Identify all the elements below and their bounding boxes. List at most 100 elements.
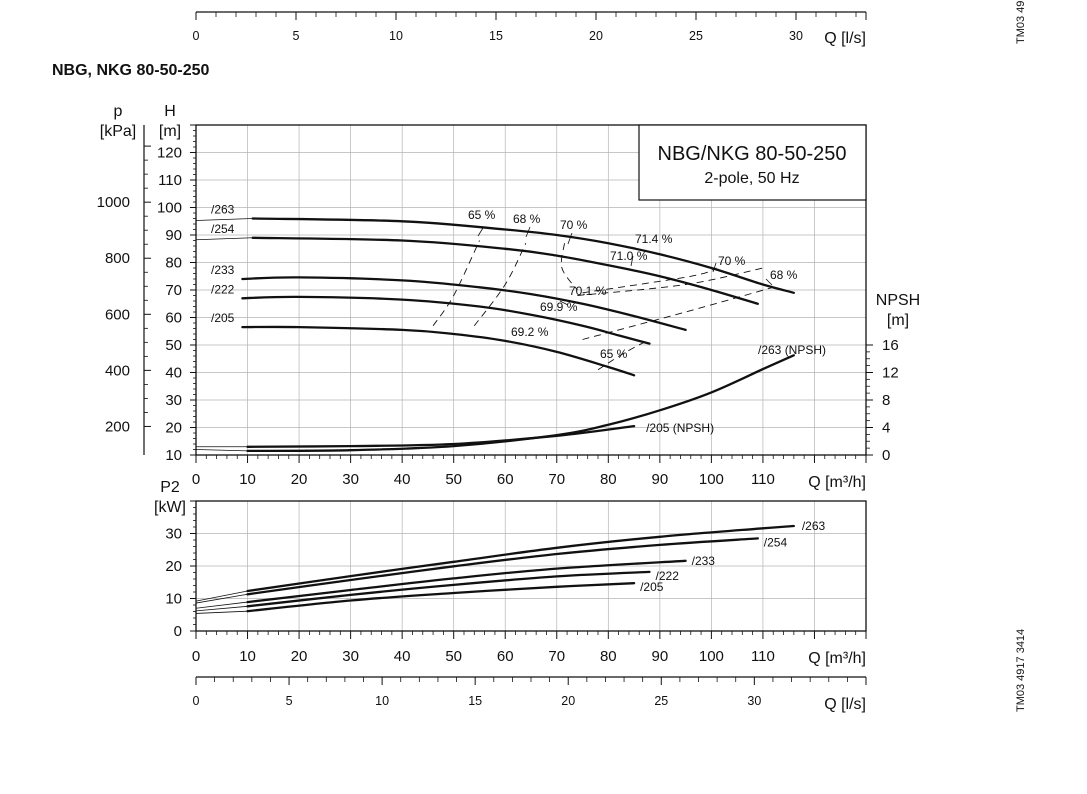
power-x-tick-label: 30	[342, 648, 359, 665]
power-curve-222	[246, 570, 651, 608]
efficiency-label: 68 %	[770, 268, 798, 282]
power-curve-205	[246, 582, 636, 613]
efficiency-label: 70 %	[560, 218, 588, 232]
flow-scale-tick-label: 25	[689, 29, 703, 43]
flow-scale-tick-label: 15	[468, 694, 482, 708]
top-flow-scale: 0 5 10 15 20 25 30 Q [l/s]	[193, 11, 867, 47]
npsh-tick-label: 4	[882, 420, 890, 437]
bottom-flow-scale: 0 5 10 15 20 25 30 Q [l/s]	[193, 676, 867, 713]
efficiency-label: 68 %	[513, 212, 541, 226]
power-curve-lead-in	[195, 601, 248, 609]
kpa-tick-label: 200	[105, 418, 130, 435]
legend-box-title: NBG/NKG 80-50-250	[658, 143, 847, 165]
head-curve-label: /222	[211, 282, 235, 296]
power-x-tick-label: 20	[291, 648, 308, 665]
power-x-tick-label: 80	[600, 648, 617, 665]
drawing-code-bottom: TM03 4917 3414	[1015, 629, 1027, 712]
power-curve-lead-in	[195, 590, 248, 602]
power-x-tick-label: 40	[394, 648, 411, 665]
head-chart-curves: /263/254/233/222/205/263 (NPSH) /205 (NPS…	[195, 203, 826, 453]
power-y-tick-label: 20	[165, 558, 182, 575]
power-x-tick-label: 10	[239, 648, 256, 665]
efficiency-marker	[630, 255, 634, 267]
flow-scale-tick-label: 15	[489, 29, 503, 43]
power-curve-label: /254	[764, 535, 788, 549]
flow-scale-axis-label: Q [l/s]	[824, 30, 866, 47]
efficiency-iso-line	[473, 243, 527, 327]
flow-scale-tick-label: 20	[589, 29, 603, 43]
legend-box: NBG/NKG 80-50-250 2-pole, 50 Hz	[638, 124, 867, 201]
head-x-tick-label: 20	[291, 471, 308, 488]
efficiency-marker	[525, 226, 531, 238]
head-x-tick-label: 90	[652, 471, 669, 488]
efficiency-iso-line	[560, 243, 578, 291]
head-x-tick-label: 50	[445, 471, 462, 488]
power-x-tick-label: 70	[548, 648, 565, 665]
power-curve-lead-in	[195, 605, 248, 612]
head-y-tick-label: 50	[165, 337, 182, 354]
npsh-tick-label: 0	[882, 447, 890, 464]
head-curve-label: /254	[211, 222, 235, 236]
head-y-tick-label: 40	[165, 365, 182, 382]
npsh-axis-unit: [m]	[887, 312, 909, 329]
efficiency-iso-line	[597, 339, 650, 371]
kpa-axis-unit: [kPa]	[100, 123, 136, 140]
npsh-curve-label: /205 (NPSH)	[646, 421, 714, 435]
head-curve-label: /263	[211, 203, 235, 217]
head-y-tick-label: 120	[157, 145, 182, 162]
head-y-axis-unit: [m]	[159, 123, 181, 140]
head-curve-205	[241, 325, 636, 377]
power-curve-label: /222	[656, 569, 680, 583]
head-curve-263	[251, 217, 795, 294]
head-y-tick-label: 90	[165, 227, 182, 244]
power-x-tick-label: 0	[192, 648, 200, 665]
kpa-tick-label: 800	[105, 250, 130, 267]
head-x-tick-label: 60	[497, 471, 514, 488]
power-y-tick-label: 0	[174, 623, 182, 640]
flow-scale-tick-label: 5	[286, 694, 293, 708]
head-curve-lead-in	[195, 218, 253, 221]
efficiency-marker	[712, 262, 717, 273]
head-y-tick-label: 10	[165, 447, 182, 464]
efficiency-marker	[567, 232, 573, 245]
kpa-tick-label: 600	[105, 306, 130, 323]
power-y-axis-unit: [kW]	[154, 499, 186, 516]
efficiency-label: 69.2 %	[511, 325, 549, 339]
power-curve-label: /233	[692, 554, 716, 568]
kpa-axis-name: p	[114, 103, 123, 120]
npsh-curve-lead-in	[195, 449, 248, 452]
head-x-tick-label: 0	[192, 471, 200, 488]
head-curve-label: /233	[211, 263, 235, 277]
kpa-tick-label: 1000	[97, 194, 130, 211]
flow-scale-tick-label: 0	[193, 29, 200, 43]
npsh-tick-label: 12	[882, 365, 899, 382]
power-curve-233	[246, 559, 687, 604]
flow-scale-tick-label: 30	[789, 29, 803, 43]
head-y-tick-label: 100	[157, 200, 182, 217]
head-y-tick-label: 110	[158, 172, 182, 189]
flow-scale-tick-label: 10	[375, 694, 389, 708]
efficiency-iso-line	[582, 286, 774, 340]
head-x-tick-label: 70	[548, 471, 565, 488]
legend-box-subtitle: 2-pole, 50 Hz	[704, 170, 799, 187]
head-curve-lead-in	[195, 237, 253, 241]
power-y-tick-label: 10	[165, 591, 182, 608]
flow-scale-tick-label: 0	[193, 694, 200, 708]
efficiency-label: 65 %	[468, 208, 496, 222]
power-curve-label: /263	[802, 519, 826, 533]
npsh-curve-263	[246, 354, 795, 453]
efficiency-iso-line	[582, 267, 717, 294]
power-curve-263	[246, 524, 795, 593]
head-x-axis-label: Q [m³/h]	[808, 474, 866, 491]
power-y-tick-label: 30	[165, 526, 182, 543]
page-title: NBG, NKG 80-50-250	[52, 62, 209, 79]
npsh-curve-205	[246, 424, 636, 448]
npsh-tick-label: 8	[882, 392, 890, 409]
flow-scale-tick-label: 10	[389, 29, 403, 43]
power-y-axis-name: P2	[160, 479, 180, 496]
power-x-axis-label: Q [m³/h]	[808, 650, 866, 667]
power-x-tick-label: 100	[699, 648, 724, 665]
flow-scale-tick-label: 30	[747, 694, 761, 708]
head-y-tick-label: 20	[165, 420, 182, 437]
